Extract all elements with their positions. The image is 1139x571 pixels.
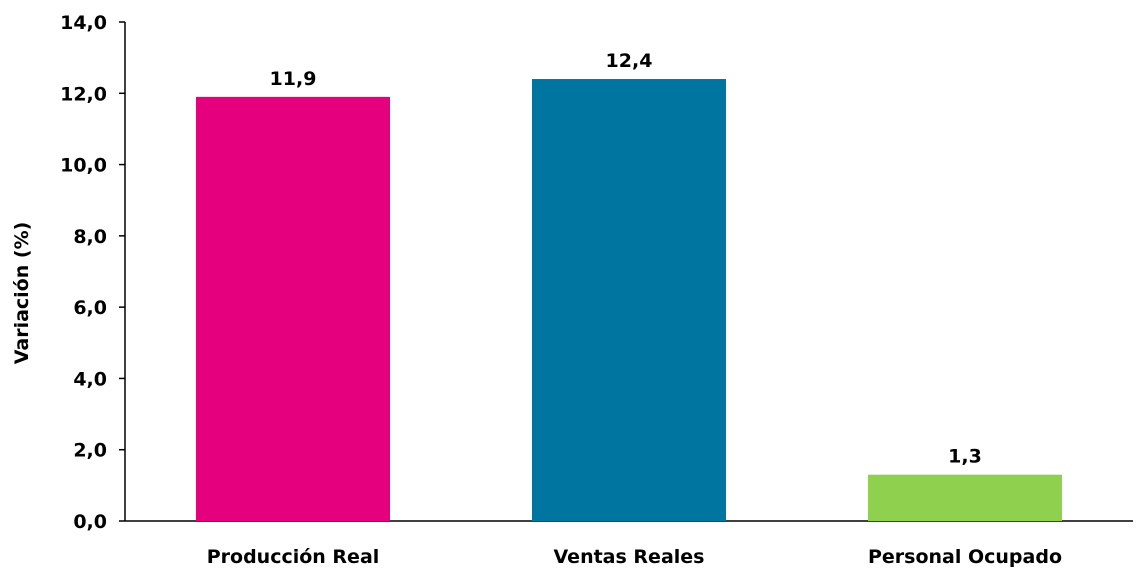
category-labels-group: Producción Real Ventas Reales Personal Ocu… bbox=[207, 546, 1062, 568]
bar bbox=[532, 79, 726, 522]
bars-group bbox=[196, 79, 1062, 522]
y-axis-ticks: 0,0 2,0 4,0 6,0 8,0 10,0 12,0 14,0 bbox=[60, 12, 125, 533]
y-axis-label: Variación (%) bbox=[11, 222, 33, 365]
y-tick-label: 4,0 bbox=[73, 368, 107, 390]
y-tick-label: 12,0 bbox=[60, 83, 107, 105]
data-labels-group: 11,9 12,4 1,3 bbox=[270, 50, 982, 468]
bar bbox=[196, 96, 390, 521]
x-category-label: Producción Real bbox=[207, 546, 380, 568]
y-tick-label: 0,0 bbox=[73, 511, 107, 533]
data-label: 11,9 bbox=[270, 68, 317, 90]
x-category-label: Ventas Reales bbox=[554, 546, 705, 568]
data-label: 12,4 bbox=[606, 50, 653, 72]
bar bbox=[868, 474, 1062, 521]
data-label: 1,3 bbox=[948, 446, 982, 468]
y-tick-label: 8,0 bbox=[73, 226, 107, 248]
y-tick-label: 6,0 bbox=[73, 297, 107, 319]
y-tick-label: 14,0 bbox=[60, 12, 107, 34]
y-tick-label: 2,0 bbox=[73, 440, 107, 462]
y-tick-label: 10,0 bbox=[60, 155, 107, 177]
x-category-label: Personal Ocupado bbox=[868, 546, 1062, 568]
